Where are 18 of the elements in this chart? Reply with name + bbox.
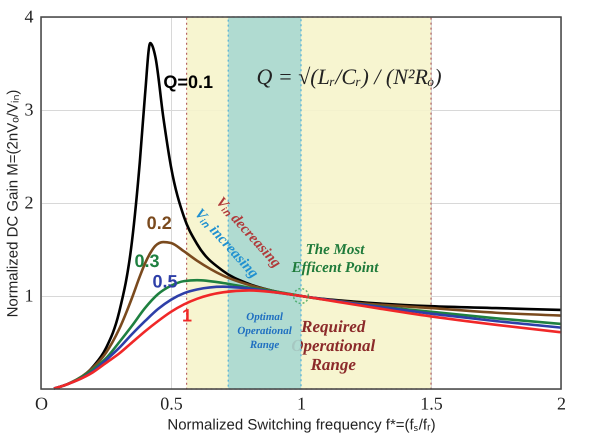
x-tick-label: 1.5	[420, 394, 443, 414]
x-tick-label: O	[35, 394, 48, 414]
annotation: Q = √(Lᵣ/Cᵣ) / (N²Rₒ)	[256, 64, 442, 89]
y-tick-label: 1	[24, 286, 34, 306]
annotation: The Most Efficent Point	[290, 242, 380, 276]
y-tick-label: 2	[24, 192, 34, 212]
series-label: Q=0.1	[163, 72, 213, 92]
series-label: 0.5	[152, 272, 178, 292]
series-label: 0.2	[146, 213, 172, 234]
x-tick-label: 0.5	[160, 394, 183, 414]
y-axis-title: Normalized DC Gain M=(2nVₒ/Vᵢₙ)	[4, 90, 22, 318]
y-tick-label: 3	[24, 100, 34, 120]
series-label: 1	[182, 305, 192, 326]
x-tick-label: 2	[557, 394, 566, 414]
x-axis-title: Normalized Switching frequency f*=(fₛ/fᵣ)	[167, 416, 436, 434]
band-label: Optimal Operational Range	[237, 311, 293, 351]
y-tick-label: 4	[24, 6, 34, 26]
x-tick-label: 1	[297, 394, 306, 414]
